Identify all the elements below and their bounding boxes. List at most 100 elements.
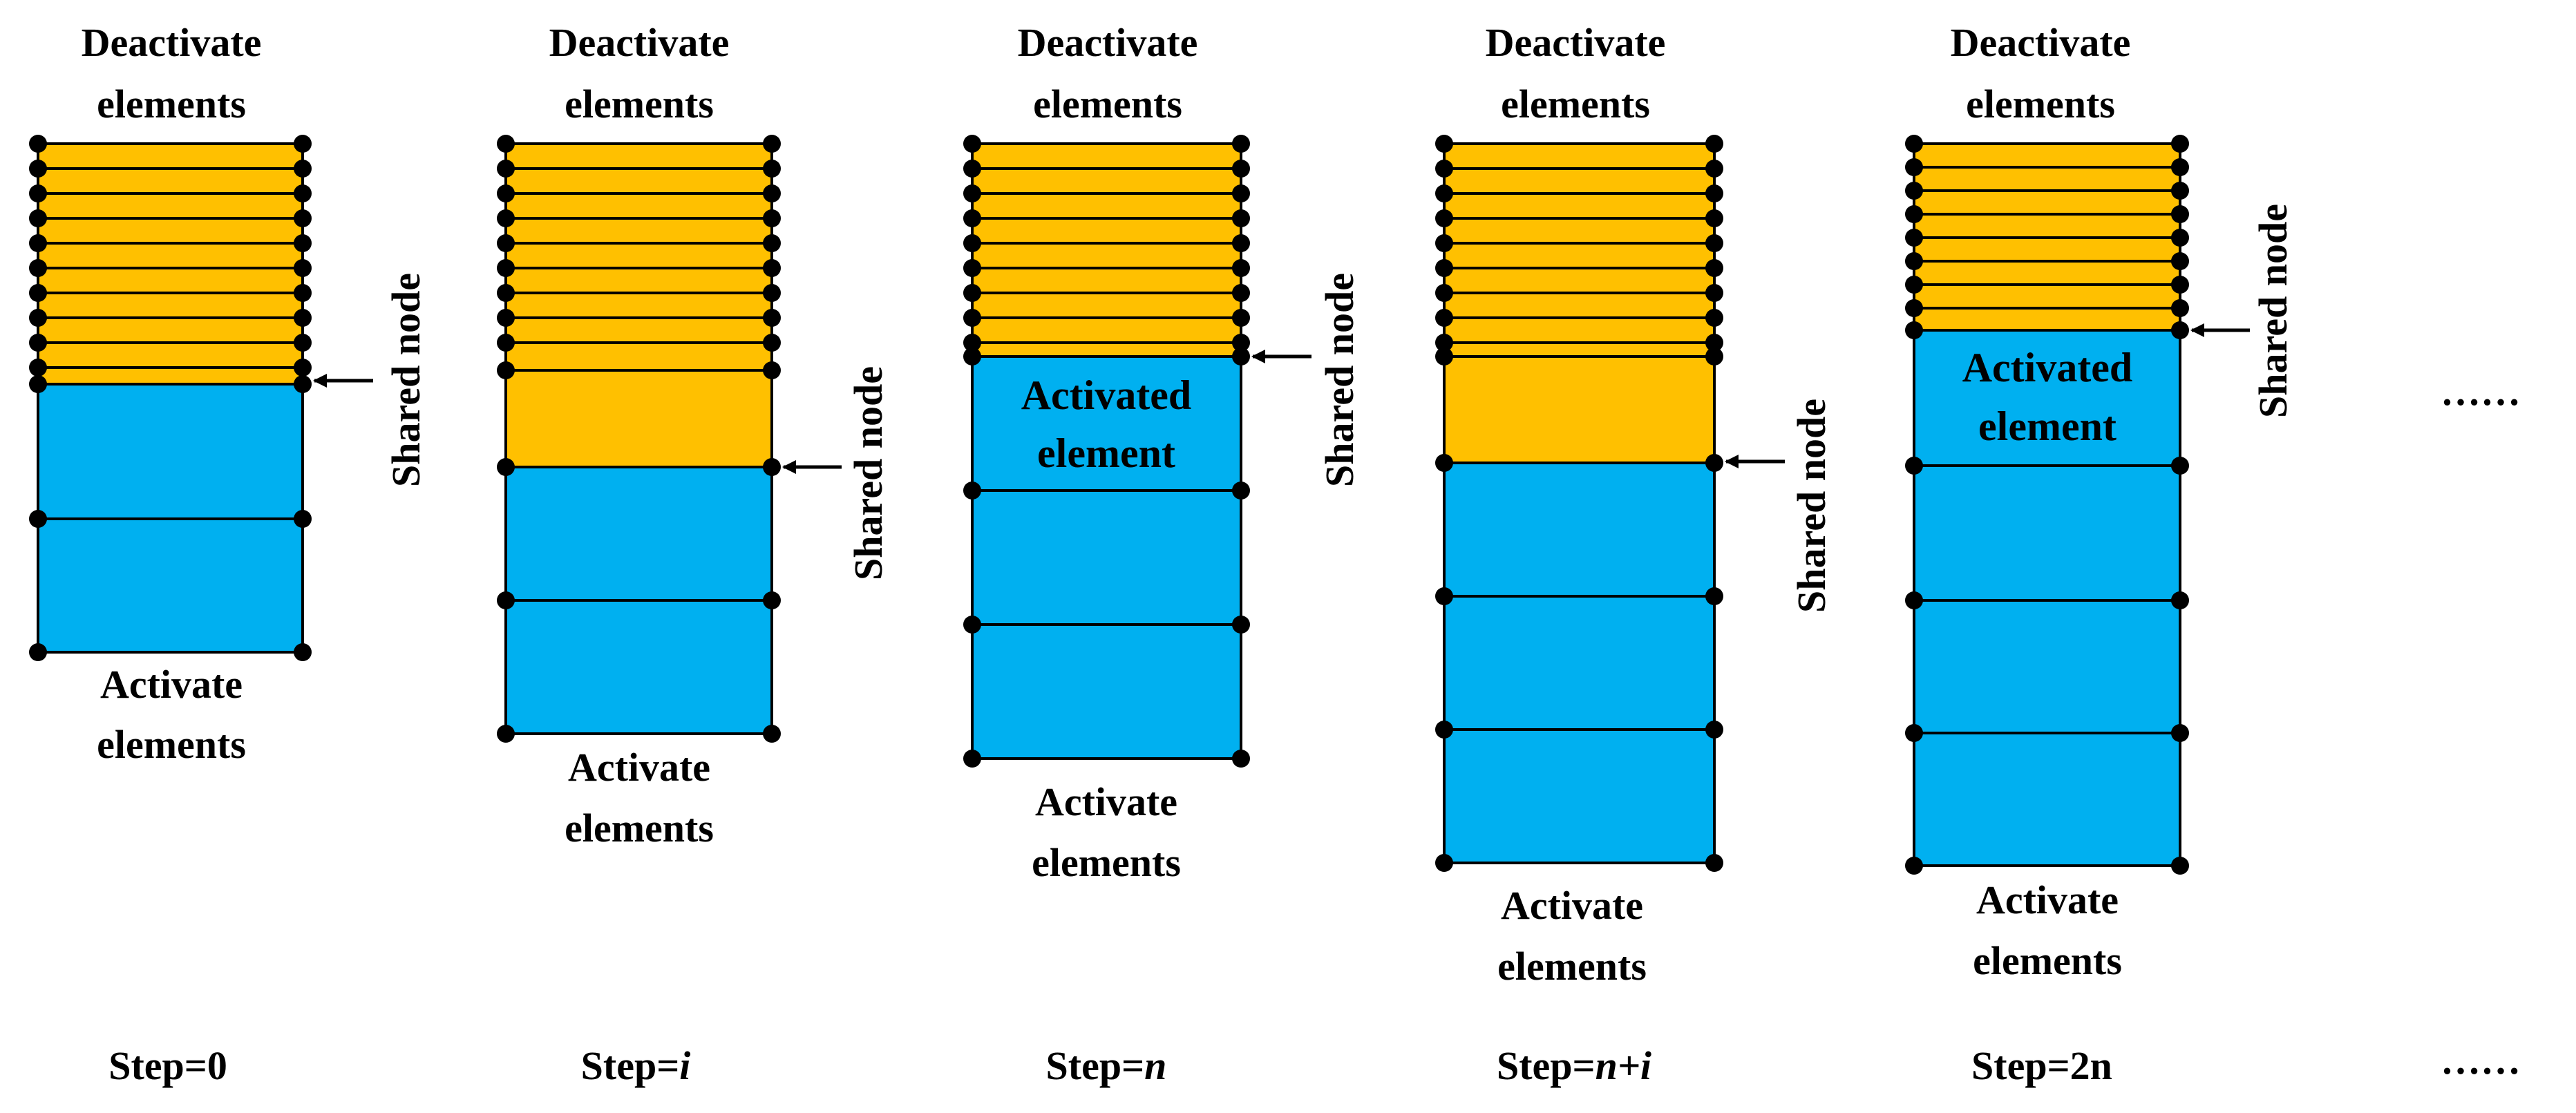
- deactivate-label-line2: elements: [1966, 82, 2115, 126]
- deactivated-element: [37, 142, 304, 170]
- node-dot: [2171, 299, 2189, 317]
- activate-label-line2: elements: [565, 806, 714, 850]
- deactivated-element: [504, 316, 773, 344]
- node-dot: [29, 334, 47, 352]
- node-dot: [963, 284, 981, 302]
- deactivated-element: [1443, 316, 1716, 344]
- node-dots: [963, 135, 1250, 768]
- node-dot: [294, 359, 312, 377]
- node-dot: [1705, 348, 1723, 365]
- step-label: Step=2n: [1971, 1043, 2112, 1088]
- activated-element-label-line1: Activated: [1021, 372, 1192, 418]
- deactivated-element: [37, 192, 304, 220]
- activated-stack: [504, 466, 773, 735]
- node-dot: [294, 284, 312, 302]
- node-dot: [1705, 135, 1723, 153]
- node-dot: [29, 284, 47, 302]
- deactivated-element: [504, 267, 773, 294]
- step-label: Step=i: [581, 1043, 691, 1088]
- deactivated-element: [971, 217, 1242, 245]
- step-prefix: Step=: [1971, 1043, 2070, 1088]
- activated-element-label-line2: element: [1037, 430, 1175, 476]
- activate-label-line2: elements: [97, 722, 246, 767]
- node-dots: [497, 135, 781, 743]
- node-dot: [294, 643, 312, 661]
- node-dot: [294, 234, 312, 252]
- node-dot: [963, 209, 981, 227]
- node-dot: [2171, 321, 2189, 339]
- activate-label-line2: elements: [1497, 944, 1647, 989]
- node-dot: [2171, 457, 2189, 475]
- node-dot: [1232, 750, 1250, 768]
- activate-label-line1: Activate: [1976, 877, 2119, 922]
- step-value: n: [1144, 1043, 1166, 1088]
- deactivated-element: [971, 267, 1242, 294]
- deactivated-element: [37, 267, 304, 294]
- deactivate-label-line1: Deactivate: [549, 20, 730, 65]
- node-dot: [1435, 454, 1453, 472]
- node-dots: [29, 135, 312, 661]
- activated-element: [1443, 462, 1716, 598]
- node-dot: [1905, 229, 1923, 247]
- node-dot: [294, 510, 312, 528]
- continuation-ellipsis-top: ……: [2441, 369, 2521, 414]
- node-dot: [1232, 209, 1250, 227]
- deactivated-element: [971, 341, 1242, 358]
- deactivated-element: [1443, 292, 1716, 319]
- node-dot: [294, 160, 312, 178]
- deactivated-element: [971, 316, 1242, 344]
- column-step-n-plus-i: Deactivate elements: [1435, 20, 1834, 1088]
- node-dot: [1435, 259, 1453, 277]
- deactivate-label-line1: Deactivate: [1486, 20, 1666, 65]
- node-dot: [1705, 184, 1723, 202]
- node-dot: [1435, 854, 1453, 872]
- node-dot: [1905, 321, 1923, 339]
- node-dot: [1705, 721, 1723, 739]
- step-value: 2n: [2070, 1043, 2112, 1088]
- deactivated-element: [37, 217, 304, 245]
- shared-node-label: Shared node: [846, 366, 891, 580]
- node-dot: [1705, 259, 1723, 277]
- node-dot: [29, 209, 47, 227]
- node-dot: [763, 284, 781, 302]
- node-dot: [294, 184, 312, 202]
- shared-node-label: Shared node: [383, 273, 428, 487]
- node-dot: [1232, 616, 1250, 634]
- node-dot: [1232, 259, 1250, 277]
- node-dot: [29, 375, 47, 393]
- node-dot: [2171, 135, 2189, 153]
- node-dot: [1435, 160, 1453, 178]
- node-dot: [2171, 182, 2189, 200]
- node-dot: [963, 135, 981, 153]
- node-dot: [1435, 234, 1453, 252]
- activated-element: [971, 489, 1242, 626]
- node-dot: [294, 309, 312, 327]
- node-dot: [763, 160, 781, 178]
- node-dot: [963, 184, 981, 202]
- node-dot: [1705, 209, 1723, 227]
- column-step-i: Deactivate elements: [497, 20, 891, 1088]
- deactivated-element: [1913, 283, 2181, 310]
- node-dot: [763, 135, 781, 153]
- deactivated-element: [37, 242, 304, 269]
- node-dot: [763, 184, 781, 202]
- node-dot: [1905, 205, 1923, 223]
- node-dot: [294, 375, 312, 393]
- node-dot: [1435, 348, 1453, 365]
- activate-label-line1: Activate: [1501, 883, 1643, 928]
- step-prefix: Step=: [1046, 1043, 1145, 1088]
- activate-label-line1: Activate: [568, 745, 710, 790]
- node-dot: [294, 259, 312, 277]
- node-dot: [1905, 299, 1923, 317]
- deactivated-element: [971, 242, 1242, 269]
- node-dot: [1232, 309, 1250, 327]
- node-dot: [497, 725, 515, 743]
- node-dot: [763, 591, 781, 609]
- node-dot: [29, 359, 47, 377]
- node-dot: [763, 309, 781, 327]
- node-dot: [963, 160, 981, 178]
- deactivate-label-line1: Deactivate: [1018, 20, 1198, 65]
- deactivate-label-line2: elements: [565, 82, 714, 126]
- node-dot: [2171, 276, 2189, 294]
- node-dot: [1232, 348, 1250, 365]
